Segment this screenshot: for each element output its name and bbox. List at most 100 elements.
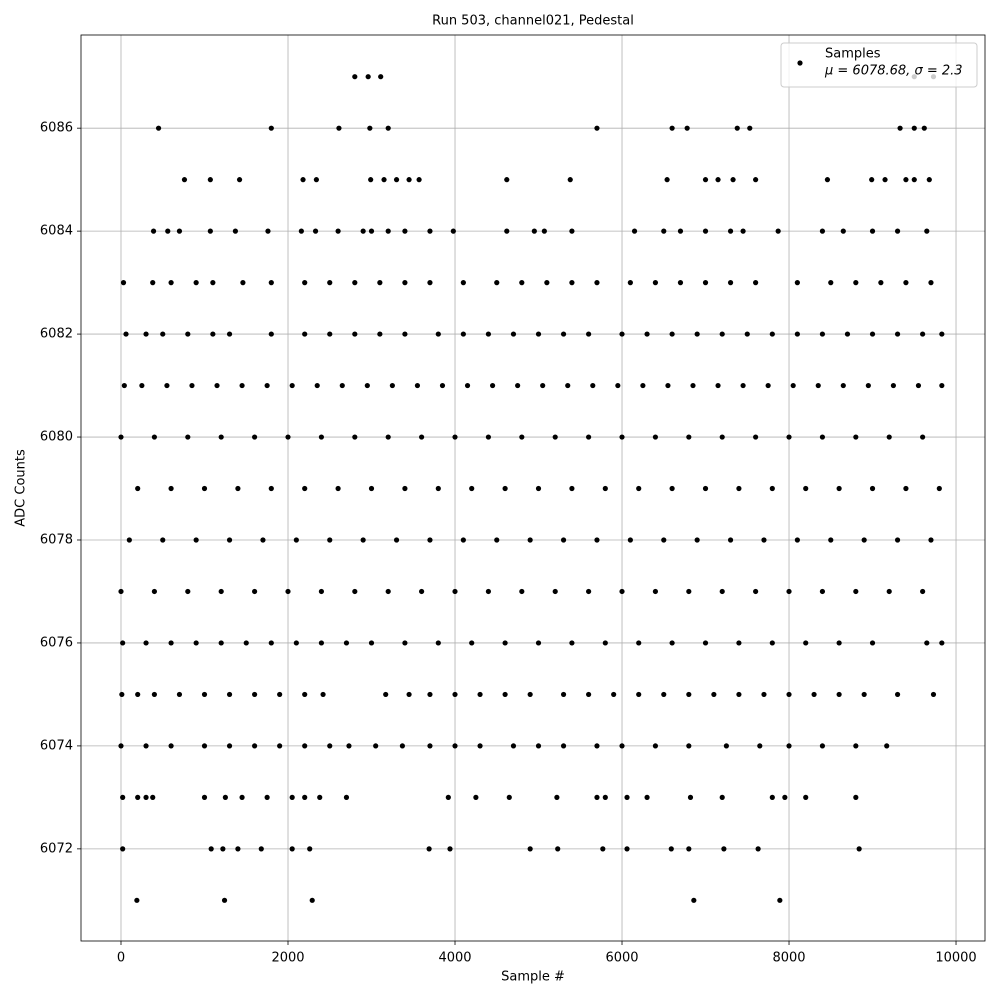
point xyxy=(761,691,767,698)
point xyxy=(120,846,126,852)
point xyxy=(155,125,162,131)
point xyxy=(150,280,156,286)
y-tick-label: 6074 xyxy=(40,738,73,753)
point xyxy=(447,846,453,852)
point xyxy=(519,434,525,440)
point xyxy=(210,280,216,286)
point xyxy=(541,228,547,234)
point xyxy=(719,794,725,800)
point xyxy=(477,691,483,698)
point xyxy=(235,846,241,852)
point xyxy=(894,331,901,337)
point xyxy=(677,228,684,234)
point xyxy=(427,280,433,286)
point xyxy=(426,846,432,852)
point xyxy=(736,691,742,698)
point xyxy=(702,177,709,183)
point xyxy=(920,588,926,595)
point xyxy=(535,485,542,492)
point xyxy=(226,743,233,749)
y-tick-label: 6078 xyxy=(40,532,73,547)
point xyxy=(502,640,508,646)
point xyxy=(819,434,826,440)
point xyxy=(619,743,625,749)
point xyxy=(460,280,466,286)
point xyxy=(836,691,842,698)
point xyxy=(135,485,141,492)
point xyxy=(736,485,742,492)
point xyxy=(878,280,884,286)
point xyxy=(160,331,166,337)
point xyxy=(853,794,859,800)
point xyxy=(640,382,646,389)
point xyxy=(911,125,917,131)
point xyxy=(360,537,366,543)
point xyxy=(176,691,183,698)
point xyxy=(320,691,326,698)
point xyxy=(664,177,670,183)
point xyxy=(586,434,592,440)
point xyxy=(721,846,727,852)
point xyxy=(686,846,692,852)
y-tick-label: 6082 xyxy=(40,327,73,342)
point xyxy=(861,537,867,543)
point xyxy=(389,382,395,389)
point xyxy=(894,537,901,543)
legend-box xyxy=(780,42,978,88)
point xyxy=(711,691,717,698)
point xyxy=(150,794,156,800)
point xyxy=(687,794,694,800)
point xyxy=(226,537,233,543)
point xyxy=(586,331,592,337)
point xyxy=(160,537,166,543)
point xyxy=(644,331,650,337)
point xyxy=(236,177,243,183)
point xyxy=(684,125,690,131)
point xyxy=(185,434,191,440)
point xyxy=(168,485,174,492)
point xyxy=(920,434,926,440)
point xyxy=(769,485,775,492)
point xyxy=(669,640,675,646)
point xyxy=(936,485,942,492)
point xyxy=(736,640,742,646)
point xyxy=(258,846,264,852)
point xyxy=(473,794,479,800)
point xyxy=(201,485,208,492)
point xyxy=(694,331,700,337)
point xyxy=(393,177,400,183)
point xyxy=(477,743,483,749)
point xyxy=(569,640,575,646)
point xyxy=(535,331,542,337)
y-axis-label: ADC Counts xyxy=(14,449,29,527)
point xyxy=(769,331,775,337)
point xyxy=(594,537,600,543)
point xyxy=(844,331,851,337)
point xyxy=(494,280,500,286)
chart-title: Run 503, channel021, Pedestal xyxy=(432,14,634,29)
point xyxy=(552,434,558,440)
point xyxy=(753,434,759,440)
point xyxy=(221,897,228,903)
point xyxy=(786,588,792,595)
point xyxy=(143,640,149,646)
point xyxy=(134,897,140,903)
point xyxy=(619,331,625,337)
point xyxy=(631,228,638,234)
point xyxy=(890,382,896,389)
point xyxy=(715,177,721,183)
point xyxy=(185,331,191,337)
point xyxy=(824,177,831,183)
point xyxy=(293,640,299,646)
point xyxy=(151,691,157,698)
point xyxy=(365,74,371,80)
point xyxy=(586,588,592,595)
point xyxy=(668,846,674,852)
legend: Samples μ = 6078.68, σ = 2.3 xyxy=(780,42,978,88)
point xyxy=(452,434,458,440)
point xyxy=(485,331,492,337)
point xyxy=(694,537,700,543)
point xyxy=(168,640,174,646)
point xyxy=(652,743,659,749)
